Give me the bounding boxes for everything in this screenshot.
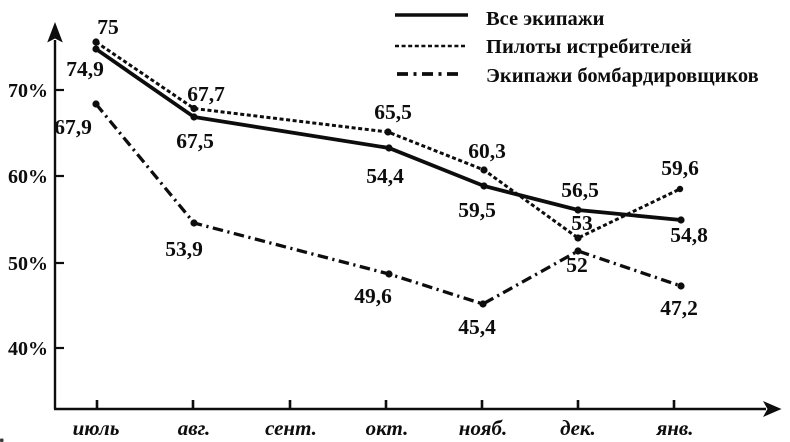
- svg-text:50%: 50%: [8, 253, 48, 275]
- svg-text:59,6: 59,6: [661, 156, 699, 180]
- svg-text:нояб.: нояб.: [459, 416, 507, 440]
- svg-text:авг.: авг.: [178, 416, 211, 440]
- svg-text:53,9: 53,9: [165, 237, 203, 261]
- svg-text:52: 52: [566, 253, 588, 277]
- svg-text:Пилоты истребителей: Пилоты истребителей: [486, 36, 692, 58]
- svg-text:янв.: янв.: [655, 416, 693, 440]
- svg-text:67,9: 67,9: [54, 115, 92, 139]
- svg-text:74,9: 74,9: [66, 57, 104, 81]
- svg-text:53: 53: [571, 211, 593, 235]
- svg-text:67,5: 67,5: [176, 129, 214, 153]
- svg-text:июль: июль: [73, 416, 120, 440]
- svg-text:40%: 40%: [8, 338, 48, 360]
- svg-text:дек.: дек.: [560, 416, 596, 440]
- svg-text:59,5: 59,5: [458, 198, 496, 222]
- svg-text:47,2: 47,2: [660, 296, 698, 320]
- svg-text:54,4: 54,4: [366, 164, 404, 188]
- svg-text:49,6: 49,6: [354, 284, 392, 308]
- svg-text:70%: 70%: [8, 80, 48, 102]
- svg-text:60,3: 60,3: [468, 139, 506, 163]
- svg-text:Все экипажи: Все экипажи: [486, 8, 605, 30]
- svg-text:60%: 60%: [8, 166, 48, 188]
- svg-text:54,8: 54,8: [670, 223, 708, 247]
- svg-text:45,4: 45,4: [458, 315, 496, 339]
- svg-text:сент.: сент.: [265, 416, 317, 440]
- svg-text:67,7: 67,7: [187, 82, 225, 106]
- svg-text:75: 75: [97, 15, 119, 39]
- svg-text:65,5: 65,5: [374, 100, 412, 124]
- svg-text:56,5: 56,5: [561, 178, 599, 202]
- svg-text:Экипажи бомбардировщиков: Экипажи бомбардировщиков: [486, 65, 759, 87]
- svg-text:окт.: окт.: [366, 416, 409, 440]
